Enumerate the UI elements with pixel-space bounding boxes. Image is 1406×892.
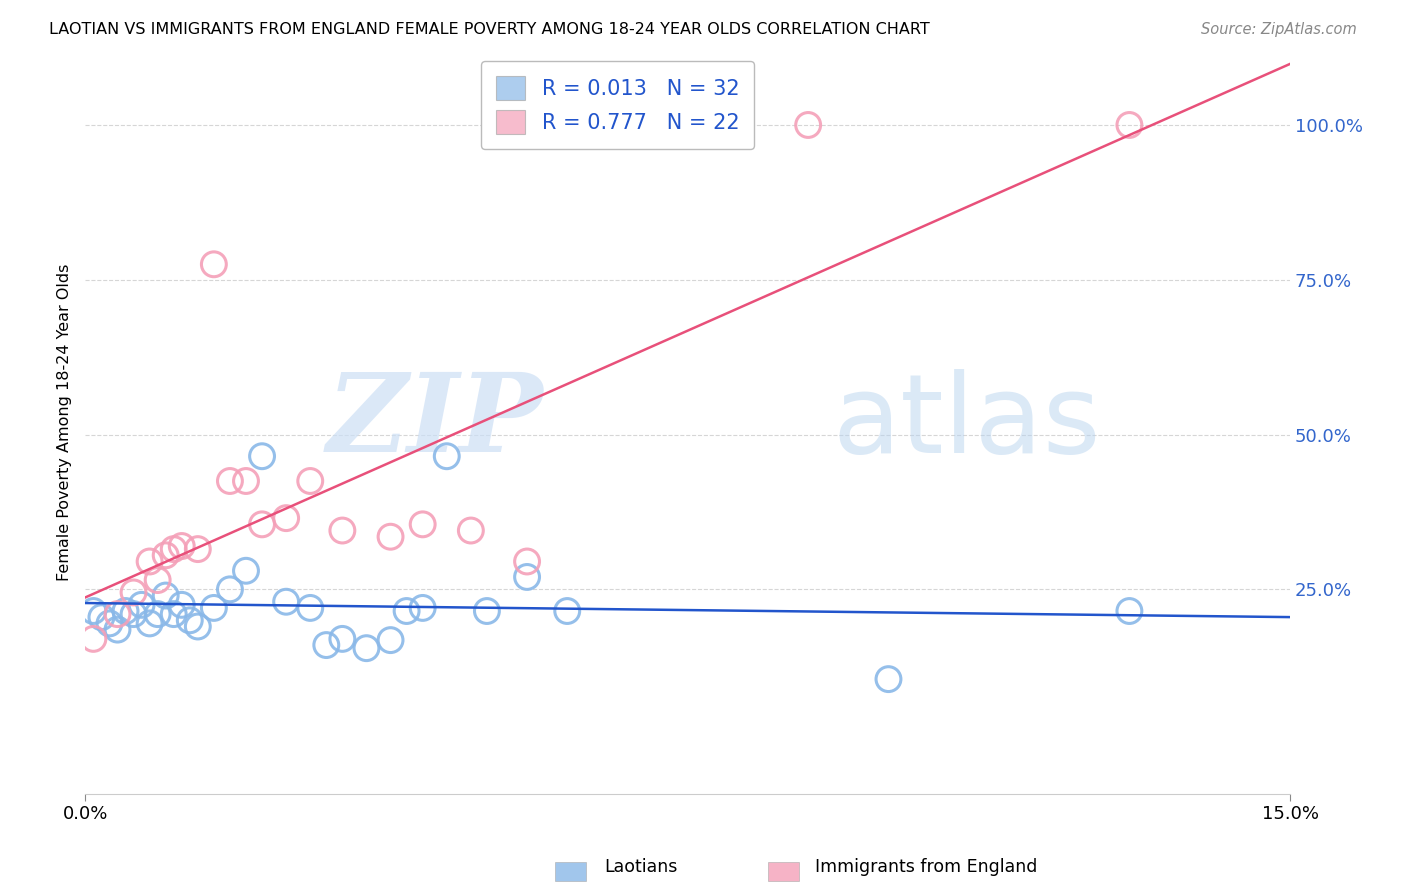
Text: Laotians: Laotians bbox=[605, 858, 678, 876]
Text: ZIP: ZIP bbox=[326, 368, 543, 476]
Legend: R = 0.013   N = 32, R = 0.777   N = 22: R = 0.013 N = 32, R = 0.777 N = 22 bbox=[481, 61, 754, 149]
Point bbox=[146, 607, 169, 621]
Text: Source: ZipAtlas.com: Source: ZipAtlas.com bbox=[1201, 22, 1357, 37]
Point bbox=[315, 638, 337, 652]
Point bbox=[332, 524, 354, 538]
Point bbox=[138, 616, 160, 631]
Text: atlas: atlas bbox=[832, 368, 1101, 475]
Point bbox=[356, 641, 378, 656]
Point bbox=[1118, 604, 1140, 618]
Point bbox=[276, 595, 298, 609]
Point bbox=[235, 474, 257, 488]
Point bbox=[235, 564, 257, 578]
Point bbox=[516, 570, 538, 584]
Point bbox=[146, 573, 169, 587]
Point bbox=[131, 598, 153, 612]
Point bbox=[412, 517, 434, 532]
Point bbox=[122, 607, 145, 621]
Point bbox=[332, 632, 354, 646]
Point bbox=[516, 554, 538, 568]
Point bbox=[380, 633, 402, 648]
Point bbox=[90, 610, 112, 624]
Point bbox=[179, 613, 201, 627]
Point bbox=[250, 517, 273, 532]
Point bbox=[163, 607, 186, 621]
Point bbox=[155, 549, 177, 563]
Point bbox=[107, 623, 129, 637]
Point bbox=[219, 582, 242, 597]
Point bbox=[1118, 118, 1140, 132]
Point bbox=[82, 604, 104, 618]
Point bbox=[299, 474, 322, 488]
Point bbox=[202, 601, 225, 615]
Point bbox=[98, 616, 121, 631]
Point bbox=[460, 524, 482, 538]
Text: LAOTIAN VS IMMIGRANTS FROM ENGLAND FEMALE POVERTY AMONG 18-24 YEAR OLDS CORRELAT: LAOTIAN VS IMMIGRANTS FROM ENGLAND FEMAL… bbox=[49, 22, 929, 37]
Point bbox=[475, 604, 498, 618]
Point bbox=[107, 607, 129, 621]
Point bbox=[187, 619, 209, 633]
Point bbox=[877, 672, 900, 686]
Point bbox=[114, 604, 136, 618]
Y-axis label: Female Poverty Among 18-24 Year Olds: Female Poverty Among 18-24 Year Olds bbox=[58, 263, 72, 581]
Point bbox=[555, 604, 578, 618]
Point bbox=[250, 449, 273, 463]
Point bbox=[82, 632, 104, 646]
Point bbox=[155, 589, 177, 603]
Point bbox=[163, 542, 186, 557]
Point bbox=[299, 601, 322, 615]
Point bbox=[395, 604, 418, 618]
Point bbox=[138, 554, 160, 568]
Point bbox=[202, 257, 225, 271]
Point bbox=[797, 118, 820, 132]
Point bbox=[187, 542, 209, 557]
Point bbox=[122, 585, 145, 599]
Point bbox=[170, 539, 193, 553]
Text: Immigrants from England: Immigrants from England bbox=[815, 858, 1038, 876]
Point bbox=[276, 511, 298, 525]
Point bbox=[412, 601, 434, 615]
Point bbox=[436, 449, 458, 463]
Point bbox=[380, 530, 402, 544]
Point bbox=[219, 474, 242, 488]
Point bbox=[170, 598, 193, 612]
